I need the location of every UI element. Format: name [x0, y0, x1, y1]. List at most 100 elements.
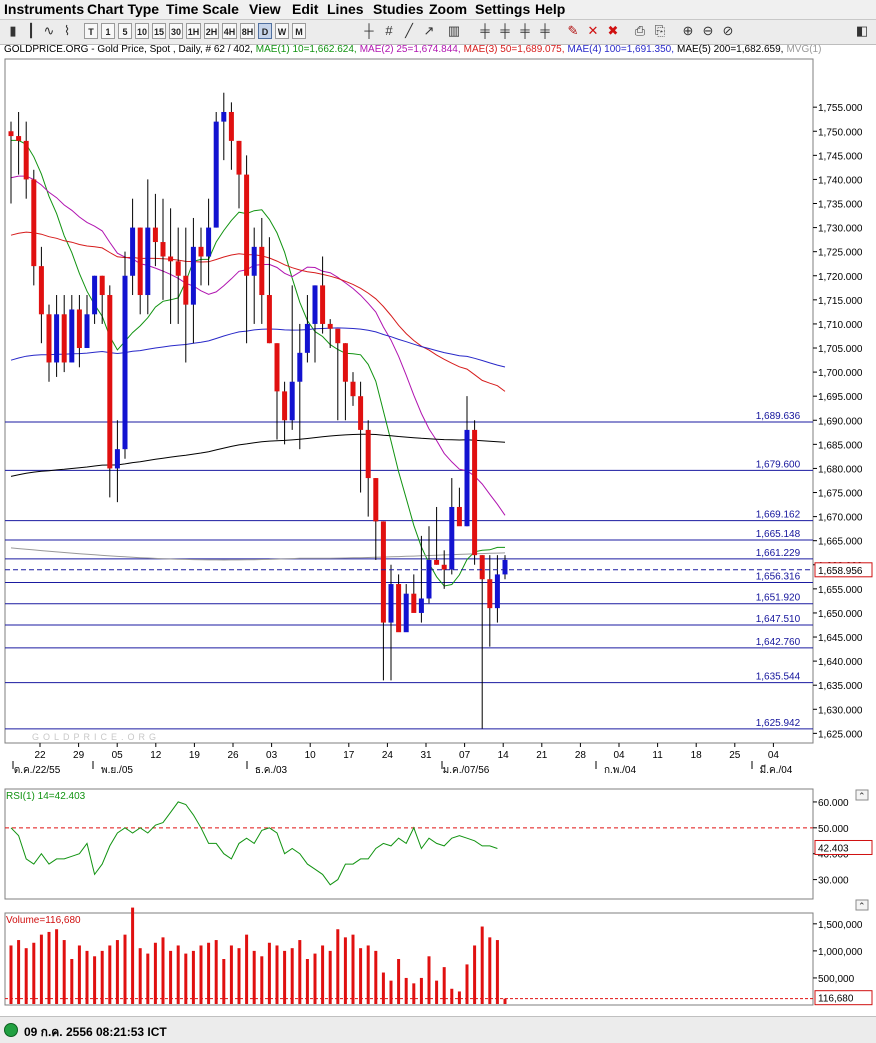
candle[interactable]: [168, 208, 174, 324]
zoom-out-icon[interactable]: ⊖: [702, 23, 714, 38]
draw-candles-icon[interactable]: ╪: [500, 23, 510, 38]
period-button-4h[interactable]: 4H: [222, 23, 237, 39]
menu-instruments[interactable]: Instruments: [4, 1, 85, 17]
zoom-reset-icon[interactable]: ⊘: [722, 23, 734, 38]
candle[interactable]: [92, 275, 98, 324]
candle[interactable]: [206, 198, 212, 286]
candle[interactable]: [122, 251, 128, 459]
candle[interactable]: [130, 198, 136, 296]
menu-help[interactable]: Help: [535, 1, 566, 17]
candle[interactable]: [228, 102, 234, 170]
candle[interactable]: [69, 295, 75, 363]
candle[interactable]: [266, 237, 272, 344]
crosshair-icon[interactable]: ┼: [364, 23, 374, 38]
period-button-1h[interactable]: 1H: [186, 23, 201, 39]
period-button-15[interactable]: 15: [152, 23, 166, 39]
period-button-30[interactable]: 30: [169, 23, 183, 39]
candle[interactable]: [464, 396, 470, 527]
draw-bars-icon[interactable]: ╪: [480, 23, 490, 38]
draw-tool-icon[interactable]: ↗: [423, 23, 435, 38]
period-button-10[interactable]: 10: [135, 23, 149, 39]
candle[interactable]: [190, 217, 196, 344]
candle[interactable]: [320, 256, 326, 334]
candle[interactable]: [449, 478, 455, 575]
candle[interactable]: [259, 217, 265, 324]
candle[interactable]: [502, 555, 508, 580]
period-button-8h[interactable]: 8H: [240, 23, 255, 39]
draw-line-icon[interactable]: ╱: [405, 23, 413, 38]
draw-hash-icon[interactable]: #: [385, 23, 393, 38]
candle[interactable]: [388, 564, 394, 681]
candle[interactable]: [274, 343, 280, 440]
candle[interactable]: [426, 526, 432, 604]
area-chart-icon[interactable]: ⌇: [63, 23, 71, 38]
candle[interactable]: [418, 535, 424, 623]
line-chart-icon[interactable]: ∿: [43, 23, 55, 38]
period-button-5[interactable]: 5: [118, 23, 132, 39]
menu-view[interactable]: View: [249, 1, 281, 17]
candle[interactable]: [107, 285, 113, 498]
candle[interactable]: [76, 295, 82, 368]
candle[interactable]: [23, 121, 29, 199]
candle[interactable]: [46, 304, 52, 382]
rsi-panel-collapse-button[interactable]: [855, 789, 869, 801]
candle[interactable]: [54, 295, 60, 377]
candle[interactable]: [175, 227, 181, 324]
candle[interactable]: [479, 555, 485, 729]
candle[interactable]: [84, 295, 90, 349]
candle[interactable]: [221, 92, 227, 161]
candle[interactable]: [183, 227, 189, 363]
candle[interactable]: [312, 285, 318, 363]
menu-edit[interactable]: Edit: [292, 1, 319, 17]
menu-settings[interactable]: Settings: [475, 1, 531, 17]
candle[interactable]: [396, 574, 402, 633]
menu-chart-type[interactable]: Chart Type: [87, 1, 160, 17]
candlestick-icon[interactable]: ▮: [9, 23, 17, 38]
delete-line-icon[interactable]: ✎: [567, 23, 579, 38]
candle[interactable]: [8, 121, 14, 204]
period-button-w[interactable]: W: [275, 23, 289, 39]
candle[interactable]: [160, 198, 166, 300]
zoom-in-icon[interactable]: ⊕: [682, 23, 694, 38]
bar-chart-icon[interactable]: ┃: [27, 23, 35, 38]
candle[interactable]: [342, 343, 348, 421]
draw-bars2-icon[interactable]: ╪: [520, 23, 530, 38]
candle[interactable]: [297, 323, 303, 450]
candle[interactable]: [213, 111, 219, 228]
candle[interactable]: [99, 275, 105, 324]
candle[interactable]: [114, 420, 120, 503]
export-icon[interactable]: ⎘: [654, 23, 666, 38]
period-button-d[interactable]: D: [258, 23, 272, 39]
indicator-icon[interactable]: ▥: [447, 23, 461, 38]
menu-studies[interactable]: Studies: [373, 1, 424, 17]
delete-icon[interactable]: ✕: [587, 23, 599, 38]
candle[interactable]: [198, 227, 204, 286]
print-icon[interactable]: ⎙: [634, 23, 646, 38]
candle[interactable]: [282, 381, 288, 445]
candle[interactable]: [380, 521, 386, 681]
menu-lines[interactable]: Lines: [327, 1, 364, 17]
volume-panel-collapse-button[interactable]: [855, 899, 869, 911]
period-button-2h[interactable]: 2H: [204, 23, 219, 39]
candle[interactable]: [145, 179, 151, 315]
candle[interactable]: [456, 487, 462, 527]
menu-time-scale[interactable]: Time Scale: [166, 1, 239, 17]
candle[interactable]: [244, 155, 250, 344]
candle[interactable]: [373, 478, 379, 560]
candle[interactable]: [289, 285, 295, 430]
candle[interactable]: [31, 169, 37, 286]
candle[interactable]: [251, 227, 257, 324]
period-button-t[interactable]: T: [84, 23, 98, 39]
candle[interactable]: [327, 319, 333, 349]
candle[interactable]: [365, 420, 371, 517]
candle[interactable]: [441, 550, 447, 589]
candle[interactable]: [487, 555, 493, 647]
candle[interactable]: [236, 140, 242, 209]
chart-area[interactable]: GOLDPRICE.ORG 1,689.636 1,679.600 1,669.16…: [0, 0, 876, 1016]
candle[interactable]: [403, 584, 409, 633]
candle[interactable]: [335, 328, 341, 421]
period-button-1[interactable]: 1: [101, 23, 115, 39]
candle[interactable]: [472, 420, 478, 565]
delete-all-icon[interactable]: ✖: [607, 23, 619, 38]
draw-bars3-icon[interactable]: ╪: [540, 23, 550, 38]
